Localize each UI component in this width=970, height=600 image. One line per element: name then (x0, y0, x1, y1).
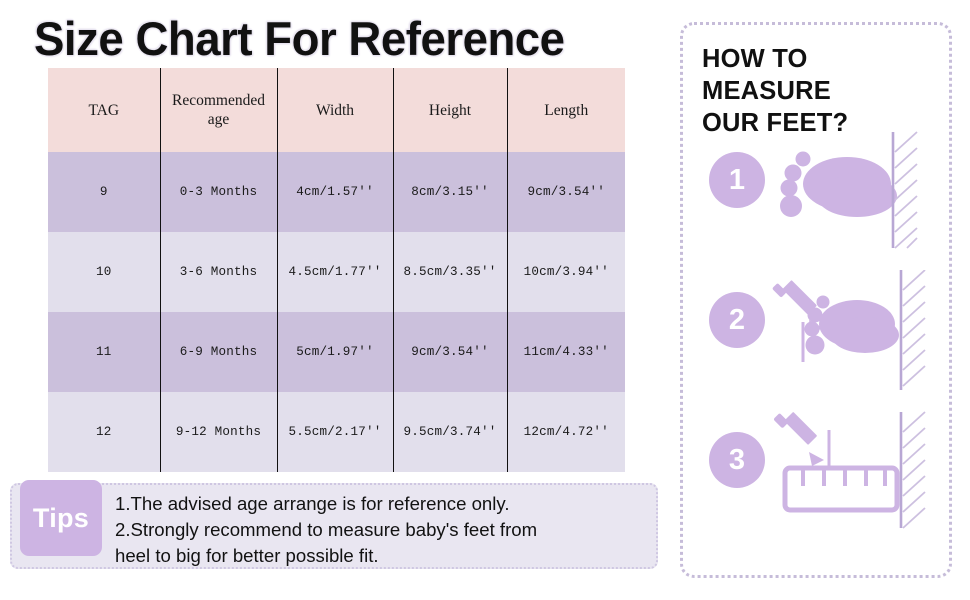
step-number-badge: 1 (709, 152, 765, 208)
cell-age: 9-12 Months (160, 392, 278, 472)
cell-age: 6-9 Months (160, 312, 278, 392)
cell-height: 8.5cm/3.35'' (393, 232, 508, 312)
left-column: Size Chart For Reference TAG Recommended… (10, 12, 658, 569)
cell-tag: 10 (48, 232, 161, 312)
table-row: 9 0-3 Months 4cm/1.57'' 8cm/3.15'' 9cm/3… (48, 152, 625, 232)
tips-line-1: 1.The advised age arrange is for referen… (115, 493, 510, 514)
column-header-tag: TAG (48, 68, 161, 152)
measure-step-3: 3 (683, 410, 955, 530)
table-row: 12 9-12 Months 5.5cm/2.17'' 9.5cm/3.74''… (48, 392, 625, 472)
cell-age: 0-3 Months (160, 152, 278, 232)
cell-age: 3-6 Months (160, 232, 278, 312)
page-title: Size Chart For Reference (34, 12, 565, 65)
tips-line-2: 2.Strongly recommend to measure baby's f… (115, 519, 538, 540)
heading-line-2: OUR FEET? (702, 109, 849, 137)
column-header-length: Length (507, 68, 625, 152)
how-to-measure-panel: HOW TO MEASURE OUR FEET? 1 (680, 22, 952, 578)
cell-height: 8cm/3.15'' (393, 152, 508, 232)
cell-length: 11cm/4.33'' (507, 312, 625, 392)
tips-text: 1.The advised age arrange is for referen… (115, 491, 650, 569)
cell-tag: 12 (48, 392, 161, 472)
cell-length: 12cm/4.72'' (507, 392, 625, 472)
cell-width: 5cm/1.97'' (277, 312, 394, 392)
foot-against-wall-icon (771, 130, 955, 250)
tips-line-3: heel to big for better possible fit. (115, 545, 379, 566)
measure-step-2: 2 (683, 270, 955, 390)
cell-tag: 9 (48, 152, 161, 232)
cell-length: 10cm/3.94'' (507, 232, 625, 312)
how-to-measure-heading: HOW TO MEASURE OUR FEET? (702, 43, 942, 139)
cell-height: 9.5cm/3.74'' (393, 392, 508, 472)
table-row: 11 6-9 Months 5cm/1.97'' 9cm/3.54'' 11cm… (48, 312, 625, 392)
cell-tag: 11 (48, 312, 161, 392)
column-header-height: Height (393, 68, 508, 152)
column-header-age: Recommended age (160, 68, 278, 152)
tips-badge: Tips (20, 480, 102, 556)
step-number-badge: 3 (709, 432, 765, 488)
cell-width: 4.5cm/1.77'' (277, 232, 394, 312)
step-number-badge: 2 (709, 292, 765, 348)
tips-panel: Tips 1.The advised age arrange is for re… (10, 480, 658, 569)
column-header-width: Width (277, 68, 394, 152)
cell-width: 4cm/1.57'' (277, 152, 394, 232)
size-chart-table: TAG Recommended age Width Height Length … (48, 68, 625, 472)
cell-width: 5.5cm/2.17'' (277, 392, 394, 472)
table-row: 10 3-6 Months 4.5cm/1.77'' 8.5cm/3.35'' … (48, 232, 625, 312)
pencil-marking-toe-icon (771, 270, 955, 390)
cell-length: 9cm/3.54'' (507, 152, 625, 232)
heading-line-1: HOW TO MEASURE (702, 45, 831, 105)
table-header-row: TAG Recommended age Width Height Length (48, 68, 625, 152)
cell-height: 9cm/3.54'' (393, 312, 508, 392)
measure-step-1: 1 (683, 130, 955, 250)
ruler-measuring-icon (771, 410, 955, 530)
